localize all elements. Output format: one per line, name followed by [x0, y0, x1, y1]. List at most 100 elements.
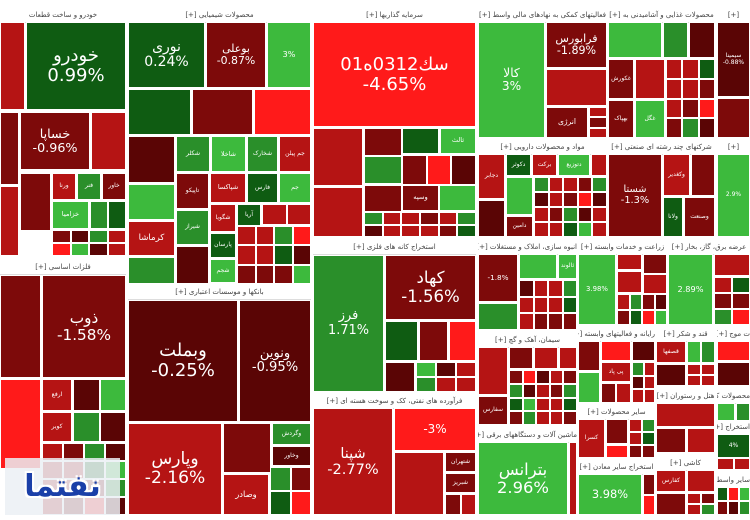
minor-stock-tile[interactable]	[519, 280, 534, 297]
sector-title[interactable]: هتل و رستوران [+]	[656, 389, 715, 404]
minor-stock-tile[interactable]	[606, 419, 628, 444]
sector-title[interactable]: محصولات شیمیایی [+]	[128, 8, 311, 23]
minor-stock-tile[interactable]	[128, 136, 175, 183]
minor-stock-tile[interactable]	[534, 177, 549, 192]
minor-stock-tile[interactable]	[616, 383, 631, 403]
stock-tile[interactable]: شپنا -2.77%	[313, 408, 393, 515]
stock-tile[interactable]: ثالث	[440, 128, 476, 154]
stock-tile[interactable]: انرژی	[546, 107, 588, 138]
stock-tile[interactable]: 3.98%	[578, 254, 616, 325]
minor-stock-tile[interactable]	[91, 112, 126, 170]
minor-stock-tile[interactable]	[70, 230, 89, 243]
minor-stock-tile[interactable]	[99, 412, 126, 442]
stock-tile[interactable]: شجم	[210, 259, 236, 283]
minor-stock-tile[interactable]	[509, 397, 523, 412]
stock-tile[interactable]: کرماشا	[128, 221, 175, 256]
minor-stock-tile[interactable]	[682, 59, 699, 79]
minor-stock-tile[interactable]	[548, 313, 563, 330]
minor-stock-tile[interactable]	[509, 383, 523, 398]
minor-stock-tile[interactable]	[732, 277, 750, 293]
sector-title[interactable]: [+]	[717, 140, 750, 155]
minor-stock-tile[interactable]	[562, 313, 577, 330]
minor-stock-tile[interactable]	[717, 458, 734, 470]
minor-stock-tile[interactable]	[589, 107, 607, 118]
minor-stock-tile[interactable]	[701, 493, 715, 504]
minor-stock-tile[interactable]	[549, 411, 564, 425]
minor-stock-tile[interactable]	[642, 445, 655, 458]
stock-tile[interactable]: فنر	[77, 173, 101, 200]
stock-tile[interactable]: 3.98%	[578, 474, 642, 515]
stock-tile[interactable]: تاپیکو	[176, 173, 209, 209]
stock-tile[interactable]: خساپا -0.96%	[20, 112, 90, 170]
minor-stock-tile[interactable]	[313, 187, 363, 237]
minor-stock-tile[interactable]	[456, 377, 476, 392]
minor-stock-tile[interactable]	[642, 419, 655, 432]
minor-stock-tile[interactable]	[522, 370, 537, 384]
minor-stock-tile[interactable]	[562, 296, 577, 314]
minor-stock-tile[interactable]	[292, 245, 311, 265]
minor-stock-tile[interactable]	[656, 403, 715, 427]
minor-stock-tile[interactable]	[478, 200, 505, 237]
minor-stock-tile[interactable]	[666, 118, 683, 138]
minor-stock-tile[interactable]	[654, 309, 667, 325]
minor-stock-tile[interactable]	[128, 257, 175, 284]
stock-tile[interactable]: غگل	[635, 100, 665, 138]
minor-stock-tile[interactable]	[237, 226, 256, 246]
minor-stock-tile[interactable]	[426, 155, 452, 185]
minor-stock-tile[interactable]	[549, 383, 564, 398]
minor-stock-tile[interactable]	[592, 177, 607, 192]
minor-stock-tile[interactable]	[577, 207, 593, 222]
sector-title[interactable]: زراعت و خدمات وابسته [+]	[578, 240, 667, 255]
minor-stock-tile[interactable]	[592, 192, 607, 207]
minor-stock-tile[interactable]	[364, 212, 383, 225]
stock-tile[interactable]: ذوب -1.58%	[42, 275, 126, 378]
minor-stock-tile[interactable]	[176, 246, 209, 284]
minor-stock-tile[interactable]	[509, 411, 523, 425]
minor-stock-tile[interactable]	[563, 222, 578, 237]
minor-stock-tile[interactable]	[643, 362, 655, 376]
minor-stock-tile[interactable]	[108, 201, 126, 229]
minor-stock-tile[interactable]	[687, 341, 701, 363]
stock-tile[interactable]: 2.9%	[717, 154, 750, 237]
stock-tile[interactable]: 2.89%	[668, 254, 713, 325]
minor-stock-tile[interactable]	[548, 177, 564, 192]
minor-stock-tile[interactable]	[451, 155, 476, 185]
sector-title[interactable]: فعالیتهای کمکی به نهادهای مالی واسط [+]	[478, 8, 607, 23]
minor-stock-tile[interactable]	[255, 226, 274, 246]
minor-stock-tile[interactable]	[270, 491, 291, 515]
minor-stock-tile[interactable]	[364, 224, 383, 237]
minor-stock-tile[interactable]	[666, 78, 683, 99]
stock-tile[interactable]: شبریز	[445, 473, 476, 493]
stock-tile[interactable]: کفارس	[656, 470, 686, 492]
minor-stock-tile[interactable]	[99, 379, 126, 411]
minor-stock-tile[interactable]	[456, 362, 476, 377]
stock-tile[interactable]: دجابر	[478, 154, 505, 199]
minor-stock-tile[interactable]	[643, 474, 655, 495]
minor-stock-tile[interactable]	[589, 117, 607, 128]
stock-tile[interactable]: شاخلا	[211, 136, 246, 172]
sector-title[interactable]: سیمان، آهک و گچ [+]	[478, 333, 577, 348]
minor-stock-tile[interactable]	[274, 226, 293, 246]
minor-stock-tile[interactable]	[385, 321, 418, 361]
stock-tile[interactable]: شیراز	[176, 210, 209, 245]
minor-stock-tile[interactable]	[578, 372, 600, 403]
minor-stock-tile[interactable]	[691, 154, 715, 196]
stock-tile[interactable]: نوری 0.24%	[128, 22, 205, 88]
minor-stock-tile[interactable]	[608, 22, 662, 58]
minor-stock-tile[interactable]	[506, 177, 533, 215]
minor-stock-tile[interactable]	[536, 397, 550, 412]
minor-stock-tile[interactable]	[714, 309, 732, 325]
minor-stock-tile[interactable]	[519, 254, 557, 279]
minor-stock-tile[interactable]	[687, 504, 701, 515]
sector-title[interactable]: استخراج [+]	[717, 420, 750, 435]
minor-stock-tile[interactable]	[698, 118, 715, 138]
minor-stock-tile[interactable]	[663, 22, 688, 58]
minor-stock-tile[interactable]	[698, 78, 715, 99]
minor-stock-tile[interactable]	[643, 494, 655, 515]
minor-stock-tile[interactable]	[90, 201, 108, 229]
minor-stock-tile[interactable]	[439, 185, 476, 211]
minor-stock-tile[interactable]	[548, 280, 563, 297]
stock-tile[interactable]: فرز 1.71%	[313, 255, 384, 392]
minor-stock-tile[interactable]	[687, 493, 701, 504]
sector-title[interactable]: قند و شکر [+]	[656, 327, 715, 342]
